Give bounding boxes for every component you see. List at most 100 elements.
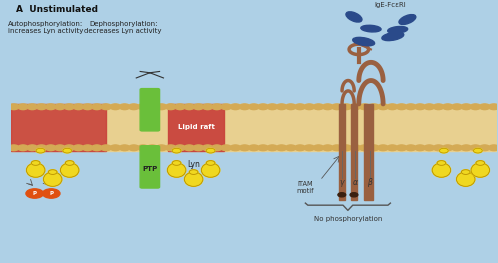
Circle shape (36, 145, 47, 151)
Circle shape (189, 170, 198, 174)
Circle shape (276, 104, 287, 110)
Text: Dephosphorylation:
decreases Lyn activity: Dephosphorylation: decreases Lyn activit… (84, 21, 162, 34)
Circle shape (212, 104, 222, 110)
Circle shape (470, 145, 481, 151)
Circle shape (350, 193, 358, 197)
Circle shape (489, 145, 498, 151)
Ellipse shape (382, 32, 404, 41)
Circle shape (424, 104, 435, 110)
Circle shape (338, 193, 346, 197)
Circle shape (387, 145, 398, 151)
Circle shape (128, 104, 139, 110)
Circle shape (415, 104, 425, 110)
Circle shape (147, 145, 158, 151)
Circle shape (202, 104, 213, 110)
Ellipse shape (26, 163, 45, 177)
Circle shape (18, 145, 28, 151)
Circle shape (221, 145, 232, 151)
Circle shape (230, 145, 241, 151)
Ellipse shape (167, 163, 186, 177)
Circle shape (489, 104, 498, 110)
Ellipse shape (184, 172, 203, 186)
Circle shape (378, 145, 388, 151)
Text: γ: γ (340, 178, 344, 187)
Circle shape (452, 104, 462, 110)
Circle shape (42, 189, 60, 198)
Circle shape (350, 104, 361, 110)
Circle shape (36, 148, 45, 153)
Circle shape (193, 104, 204, 110)
Circle shape (332, 145, 342, 151)
Circle shape (156, 104, 167, 110)
Circle shape (341, 145, 352, 151)
Circle shape (313, 145, 324, 151)
Circle shape (165, 104, 176, 110)
Circle shape (258, 145, 268, 151)
Circle shape (405, 104, 416, 110)
Circle shape (55, 104, 65, 110)
Circle shape (313, 104, 324, 110)
Circle shape (147, 104, 158, 110)
Circle shape (387, 104, 398, 110)
Circle shape (8, 145, 19, 151)
Circle shape (27, 104, 38, 110)
Circle shape (206, 148, 215, 153)
Circle shape (295, 145, 305, 151)
Circle shape (442, 145, 453, 151)
Circle shape (359, 104, 370, 110)
Circle shape (55, 145, 65, 151)
Circle shape (461, 104, 472, 110)
Circle shape (82, 145, 93, 151)
Circle shape (396, 145, 407, 151)
Circle shape (424, 145, 435, 151)
Circle shape (138, 104, 148, 110)
Circle shape (45, 145, 56, 151)
Circle shape (221, 104, 232, 110)
Circle shape (378, 104, 388, 110)
Circle shape (65, 161, 74, 165)
Circle shape (73, 145, 84, 151)
Circle shape (350, 145, 361, 151)
Bar (11, 104, 106, 151)
Circle shape (239, 145, 250, 151)
Circle shape (128, 145, 139, 151)
Circle shape (304, 145, 315, 151)
Circle shape (184, 104, 195, 110)
Circle shape (480, 145, 490, 151)
Circle shape (249, 145, 259, 151)
Circle shape (396, 104, 407, 110)
Circle shape (156, 145, 167, 151)
Circle shape (304, 104, 315, 110)
Text: PTP: PTP (142, 166, 157, 172)
Circle shape (415, 145, 425, 151)
Bar (364, 104, 373, 200)
Circle shape (73, 104, 84, 110)
Circle shape (276, 145, 287, 151)
Ellipse shape (353, 37, 374, 46)
Circle shape (92, 145, 102, 151)
Circle shape (48, 170, 57, 174)
Circle shape (267, 145, 278, 151)
Circle shape (433, 104, 444, 110)
Circle shape (437, 161, 446, 165)
Circle shape (442, 104, 453, 110)
Circle shape (433, 145, 444, 151)
Text: P: P (33, 191, 37, 196)
Ellipse shape (471, 163, 490, 177)
Circle shape (101, 104, 112, 110)
Circle shape (92, 104, 102, 110)
Circle shape (138, 145, 148, 151)
Ellipse shape (43, 172, 62, 186)
Bar (351, 104, 357, 200)
Bar (168, 104, 224, 151)
Ellipse shape (388, 27, 408, 33)
Text: β: β (367, 178, 372, 187)
Circle shape (18, 104, 28, 110)
Circle shape (480, 104, 490, 110)
Circle shape (165, 145, 176, 151)
Circle shape (26, 189, 43, 198)
Circle shape (101, 145, 112, 151)
Circle shape (206, 161, 215, 165)
Circle shape (8, 104, 19, 110)
Circle shape (461, 145, 472, 151)
